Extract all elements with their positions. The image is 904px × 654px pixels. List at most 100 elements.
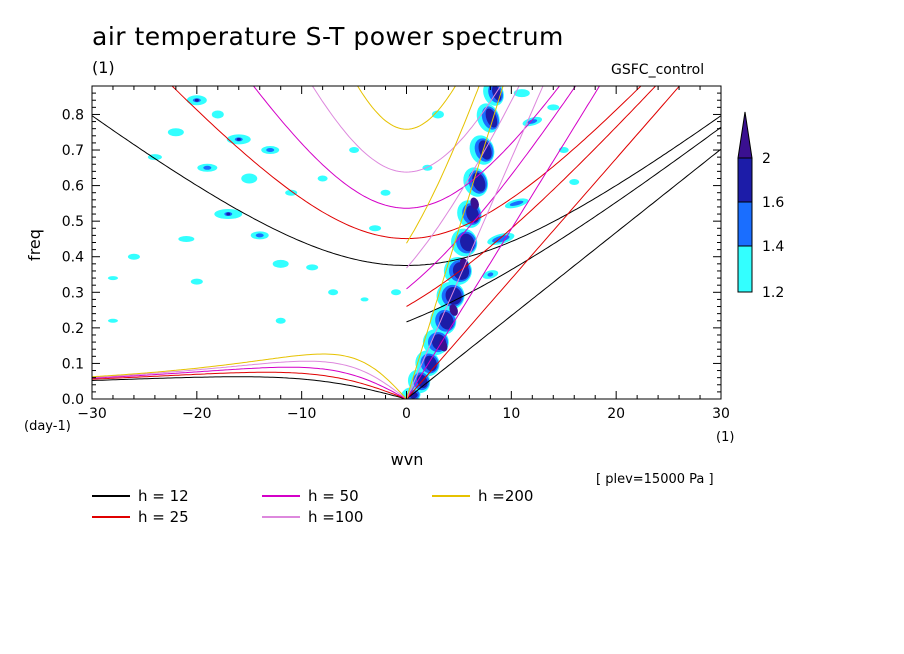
power-region [509,200,524,207]
chart-subtitle: (1) [92,58,115,77]
power-region [317,175,328,182]
power-region [147,154,162,161]
power-region [487,272,494,277]
power-region [360,297,369,302]
power-region [190,278,203,285]
power-region [547,104,560,111]
x-tick-label-4: 10 [502,406,520,422]
x-tick-label-3: 0 [402,406,411,422]
legend-label-1: h = 25 [138,508,189,526]
x-tick-label-5: 20 [607,406,625,422]
power-region [431,110,444,119]
y-tick-label-7: 0.7 [62,143,84,159]
power-region [380,189,391,196]
curve-h50-ig [252,86,561,209]
dispersion-curves [92,86,721,399]
legend-label-3: h =100 [308,508,363,526]
power-region [285,189,298,196]
curve-h200-ig [357,86,456,130]
x-axis-title: wvn [391,450,424,469]
power-region [211,110,224,119]
colorbar: 1.2 1.4 1.6 2 [737,111,784,301]
curve-h25-mrg [406,86,657,307]
curve-h200-kelvin [406,86,504,399]
curve-h12-ig [92,115,721,266]
power-region [391,289,402,296]
power-region [266,148,275,153]
colorbar-box-1 [737,201,753,247]
curve-h12-kelvin [406,148,721,399]
x-tick-label-0: −30 [77,406,107,422]
curve-h12-mrg [406,126,721,323]
power-region [275,317,286,324]
colorbar-box-2 [737,157,753,203]
curve-h200-er [92,353,407,399]
power-region [513,89,530,98]
colorbar-label-0: 1.2 [762,285,784,301]
x-tick-label-2: −10 [287,406,317,422]
power-region [272,259,289,268]
y-tick-label-2: 0.2 [62,321,84,337]
curve-h100-er [92,360,407,399]
power-region [349,147,360,154]
y-tick-label-3: 0.3 [62,285,84,301]
curve-h50-mrg [406,86,577,290]
power-region [569,179,580,186]
level-note: [ plev=15000 Pa ] [596,472,714,487]
y-unit-label: (day-1) [24,419,71,434]
y-axis-title: freq [25,229,44,261]
curve-h100-mrg [406,86,520,269]
curve-h25-er [92,371,407,399]
x-tick-label-1: −20 [182,406,212,422]
curve-h100-kelvin [406,86,544,399]
y-tick-label-1: 0.1 [62,356,84,372]
curve-h200-mrg [406,86,480,244]
power-region [466,205,479,223]
power-region [241,173,258,184]
legend-label-2: h = 50 [308,487,359,505]
y-tick-labels: 0.0 0.1 0.2 0.3 0.4 0.5 0.6 0.7 0.8 [62,107,84,408]
colorbar-label-1: 1.4 [762,239,784,255]
power-region [470,197,479,210]
power-region [236,137,241,141]
curve-h100-ig [311,86,502,173]
chart-title: air temperature S-T power spectrum [92,22,564,51]
y-tick-label-6: 0.6 [62,179,84,195]
power-region [328,289,339,296]
power-region [369,225,382,232]
x-unit-label: (1) [716,430,734,445]
legend-label-4: h =200 [478,487,533,505]
power-region [178,235,195,242]
colorbar-label-2: 1.6 [762,195,784,211]
power-region [107,276,118,281]
power-contours [107,86,580,399]
legend: h = 12 h = 25 h = 50 h =100 h =200 [92,487,533,526]
x-tick-labels: −30 −20 −10 0 10 20 30 [77,406,730,422]
power-region [255,233,264,238]
power-region [203,165,212,170]
colorbar-box-0 [737,245,753,293]
power-region [127,253,140,260]
legend-label-0: h = 12 [138,487,189,505]
power-region [194,98,199,102]
axis-ticks [91,86,722,400]
power-region [167,128,184,137]
power-region [449,304,458,316]
colorbar-label-3: 2 [762,151,771,167]
curve-h50-er [92,366,407,399]
x-tick-label-6: 30 [712,406,730,422]
power-region [409,392,418,399]
power-region [107,318,118,323]
y-tick-label-4: 0.4 [62,250,84,266]
colorbar-arrow [737,111,753,159]
power-region [306,264,319,271]
y-tick-label-0: 0.0 [62,392,84,408]
curve-h25-ig [171,86,642,240]
curve-h50-kelvin [406,86,601,399]
y-tick-label-5: 0.5 [62,214,84,230]
model-name: GSFC_control [611,62,705,78]
power-region [460,233,475,252]
curve-h25-kelvin [406,86,681,399]
y-tick-label-8: 0.8 [62,107,84,123]
